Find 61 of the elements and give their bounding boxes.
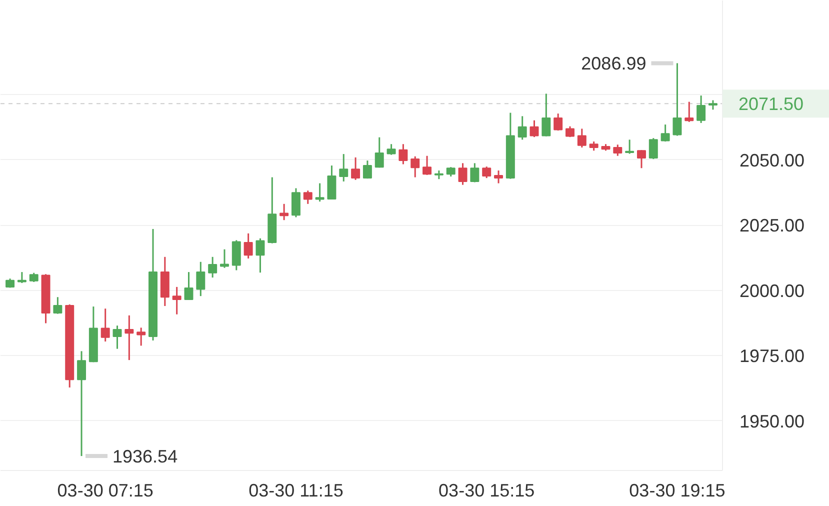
candlestick: [422, 155, 432, 176]
candlestick: [696, 94, 706, 124]
x-tick-label: 03-30 07:15: [57, 480, 154, 500]
candlestick: [280, 203, 289, 221]
candlestick: [386, 143, 396, 156]
candlestick: [77, 350, 86, 457]
candlestick: [672, 62, 682, 137]
candlestick: [530, 120, 539, 138]
candlestick: [220, 248, 229, 269]
candlestick: [446, 166, 456, 178]
candlestick: [100, 308, 110, 342]
candlestick: [244, 232, 253, 260]
candlestick: [660, 124, 670, 142]
candlestick: [53, 296, 62, 315]
candlestick: [208, 256, 218, 278]
candlestick: [124, 314, 134, 361]
candlestick: [398, 143, 408, 165]
candlestick: [613, 144, 622, 157]
candlestick: [577, 128, 586, 148]
candlestick: [636, 149, 646, 169]
candlestick: [17, 271, 26, 284]
candlestick: [410, 156, 420, 178]
candlestick: [29, 272, 38, 283]
candlestick: [339, 153, 348, 182]
candlestick: [708, 99, 718, 110]
candlestick: [470, 162, 480, 183]
ref-line-label: 2071.50: [738, 94, 804, 114]
candlestick: [327, 164, 336, 200]
candlestick: [374, 136, 384, 168]
y-tick-label: 2050.00: [740, 150, 805, 170]
candlestick: [112, 324, 122, 350]
candlestick: [172, 286, 182, 316]
candlestick: [625, 138, 634, 155]
candlestick: [362, 160, 372, 180]
y-tick-label: 2025.00: [740, 216, 805, 236]
candlestick: [518, 115, 527, 140]
candlestick: [232, 239, 241, 271]
annotation: 1936.54: [112, 446, 178, 467]
candlestick: [351, 156, 360, 181]
candlestick: [303, 190, 312, 205]
candlestick: [196, 261, 206, 297]
candlestick: [494, 170, 504, 184]
annotation: 2086.99: [581, 54, 646, 74]
y-tick-label: 2000.00: [740, 280, 805, 301]
candlestick: [648, 137, 658, 160]
candlestick: [315, 182, 324, 202]
candlestick: [554, 112, 563, 132]
candlestick: [542, 92, 551, 138]
candlestick: [184, 271, 194, 301]
candlestick: [136, 326, 146, 346]
x-tick-label: 03-30 15:15: [438, 480, 535, 500]
candlestick: [482, 166, 492, 179]
candlestick: [256, 238, 265, 274]
y-tick-label: 1975.00: [740, 346, 805, 366]
x-tick-label: 03-30 11:15: [248, 480, 344, 500]
candlestick: [291, 187, 300, 218]
x-tick-label: 03-30 19:15: [629, 480, 726, 500]
y-tick-label: 1950.00: [740, 411, 805, 432]
candlestick: [458, 162, 468, 186]
candlestick: [684, 101, 694, 123]
candlestick: [589, 140, 598, 152]
